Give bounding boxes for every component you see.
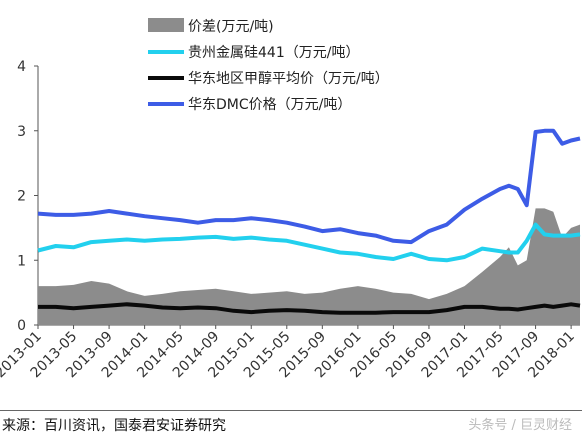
y-tick-label: 3	[17, 124, 26, 140]
series-area-spread	[38, 208, 580, 325]
y-tick-label: 2	[17, 189, 26, 205]
legend-label: 贵州金属硅441（万元/吨）	[188, 45, 359, 61]
legend-label: 价差(万元/吨)	[188, 19, 274, 35]
source-note: 来源：百川资讯，国泰君安证券研究	[2, 418, 226, 434]
legend-swatch-area	[148, 18, 184, 32]
y-tick-label: 0	[17, 318, 26, 334]
series-line-1	[37, 222, 581, 263]
y-tick-label: 1	[17, 253, 26, 269]
series-line-2	[38, 302, 581, 315]
watermark: 头条号 / 巨灵财经	[468, 418, 572, 433]
series-line-3	[37, 128, 581, 245]
legend-label: 华东DMC价格（万元/吨）	[188, 97, 351, 113]
y-tick-label: 4	[17, 59, 26, 75]
legend-label: 华东地区甲醇平均价（万元/吨）	[188, 70, 389, 87]
footer-divider	[0, 410, 582, 411]
